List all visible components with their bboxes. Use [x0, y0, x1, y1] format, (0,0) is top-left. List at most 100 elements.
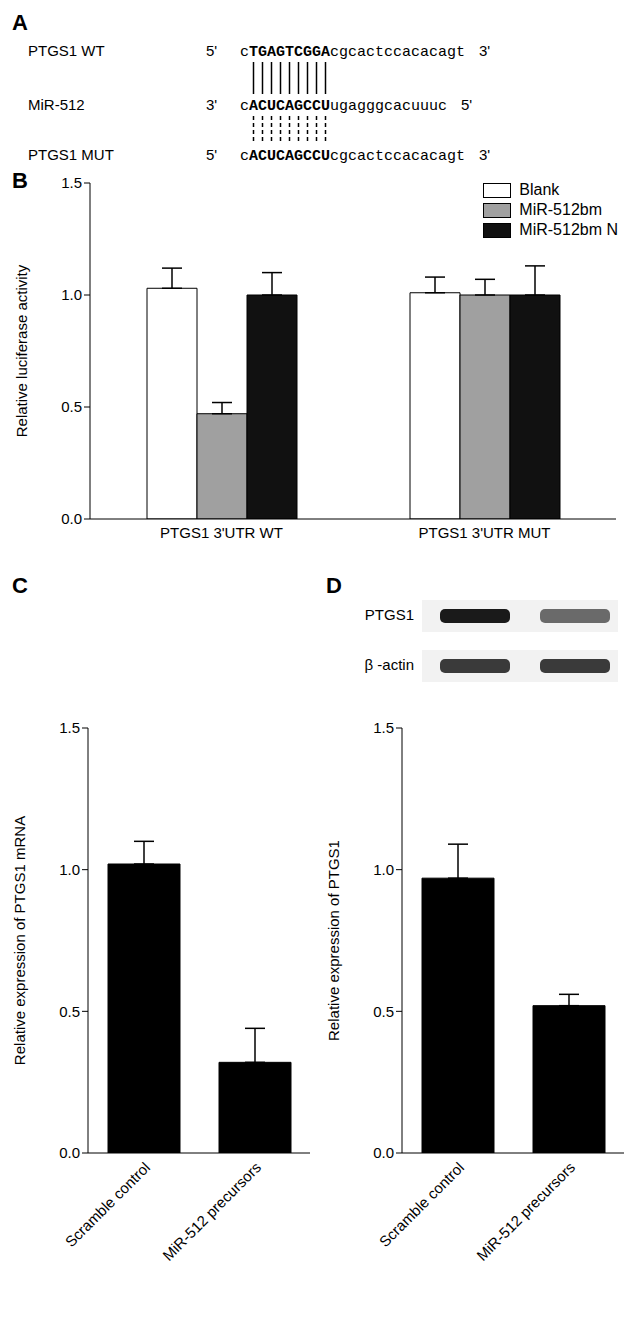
svg-text:PTGS1 3'UTR WT: PTGS1 3'UTR WT — [160, 524, 283, 541]
svg-text:U: U — [321, 148, 330, 165]
svg-text:1.5: 1.5 — [61, 174, 82, 191]
svg-text:1.0: 1.0 — [61, 286, 82, 303]
svg-text:c: c — [348, 148, 357, 165]
svg-text:0.0: 0.0 — [59, 1144, 80, 1161]
svg-text:T: T — [249, 44, 258, 61]
svg-text:C: C — [294, 44, 303, 61]
svg-text:1.5: 1.5 — [373, 719, 394, 736]
svg-text:0.5: 0.5 — [61, 398, 82, 415]
svg-text:PTGS1: PTGS1 — [365, 606, 414, 623]
svg-text:A: A — [267, 44, 276, 61]
svg-text:a: a — [402, 44, 411, 61]
svg-text:PTGS1 WT: PTGS1 WT — [28, 42, 105, 59]
svg-text:c: c — [330, 148, 339, 165]
svg-text:A: A — [285, 148, 294, 165]
svg-text:u: u — [411, 98, 420, 115]
svg-text:c: c — [393, 44, 402, 61]
svg-text:c: c — [393, 148, 402, 165]
svg-text:c: c — [429, 148, 438, 165]
svg-text:MiR-512: MiR-512 — [28, 96, 85, 113]
svg-text:c: c — [384, 44, 393, 61]
svg-text:0.5: 0.5 — [373, 1003, 394, 1020]
svg-text:t: t — [456, 44, 465, 61]
svg-text:A: A — [12, 10, 28, 35]
svg-text:c: c — [411, 148, 420, 165]
svg-text:c: c — [240, 44, 249, 61]
svg-text:g: g — [339, 98, 348, 115]
svg-text:MiR-512 precursors: MiR-512 precursors — [473, 1159, 578, 1264]
svg-text:A: A — [249, 148, 258, 165]
svg-text:G: G — [294, 98, 303, 115]
svg-text:C: C — [258, 98, 267, 115]
svg-text:G: G — [312, 44, 321, 61]
svg-text:C: C — [258, 148, 267, 165]
svg-text:c: c — [438, 98, 447, 115]
svg-text:c: c — [366, 148, 375, 165]
svg-text:MiR-512 precursors: MiR-512 precursors — [159, 1159, 264, 1264]
svg-text:c: c — [411, 44, 420, 61]
svg-text:Relative expression of PTGS1 m: Relative expression of PTGS1 mRNA — [11, 816, 28, 1065]
svg-text:1.5: 1.5 — [59, 719, 80, 736]
svg-text:u: u — [330, 98, 339, 115]
svg-text:5': 5' — [206, 42, 217, 59]
svg-text:PTGS1 3'UTR MUT: PTGS1 3'UTR MUT — [418, 524, 550, 541]
svg-text:a: a — [420, 44, 429, 61]
svg-text:t: t — [375, 44, 384, 61]
svg-text:c: c — [402, 98, 411, 115]
svg-text:g: g — [366, 98, 375, 115]
svg-text:Relative luciferase activity: Relative luciferase activity — [13, 264, 30, 437]
svg-text:a: a — [438, 148, 447, 165]
svg-text:Relative expression of PTGS1: Relative expression of PTGS1 — [325, 840, 342, 1041]
svg-text:c: c — [240, 98, 249, 115]
svg-text:A: A — [285, 98, 294, 115]
svg-text:a: a — [357, 148, 366, 165]
svg-text:g: g — [357, 98, 366, 115]
svg-text:1.0: 1.0 — [59, 861, 80, 878]
svg-text:G: G — [294, 148, 303, 165]
svg-text:t: t — [456, 148, 465, 165]
svg-text:3': 3' — [479, 42, 490, 59]
svg-text:C: C — [276, 98, 285, 115]
svg-text:G: G — [276, 44, 285, 61]
svg-text:C: C — [312, 98, 321, 115]
svg-text:c: c — [366, 44, 375, 61]
svg-text:U: U — [321, 98, 330, 115]
svg-text:5': 5' — [461, 96, 472, 113]
svg-text:c: c — [348, 44, 357, 61]
svg-text:g: g — [375, 98, 384, 115]
svg-text:c: c — [384, 98, 393, 115]
svg-text:G: G — [258, 44, 267, 61]
svg-text:u: u — [420, 98, 429, 115]
svg-text:C: C — [276, 148, 285, 165]
svg-text:C: C — [303, 98, 312, 115]
svg-text:0.5: 0.5 — [59, 1003, 80, 1020]
svg-text:c: c — [429, 44, 438, 61]
svg-text:5': 5' — [206, 146, 217, 163]
svg-text:u: u — [429, 98, 438, 115]
svg-text:C: C — [312, 148, 321, 165]
svg-text:T: T — [285, 44, 294, 61]
svg-text:Scramble control: Scramble control — [62, 1159, 154, 1251]
svg-text:g: g — [339, 44, 348, 61]
svg-text:a: a — [402, 148, 411, 165]
svg-text:G: G — [303, 44, 312, 61]
svg-text:U: U — [267, 98, 276, 115]
svg-text:PTGS1 MUT: PTGS1 MUT — [28, 146, 114, 163]
svg-text:c: c — [384, 148, 393, 165]
svg-text:g: g — [447, 148, 456, 165]
svg-text:Scramble control: Scramble control — [376, 1159, 468, 1251]
svg-text:A: A — [249, 98, 258, 115]
svg-text:3': 3' — [479, 146, 490, 163]
svg-text:3': 3' — [206, 96, 217, 113]
svg-text:β -actin: β -actin — [365, 656, 414, 673]
svg-text:U: U — [267, 148, 276, 165]
svg-text:C: C — [303, 148, 312, 165]
svg-text:a: a — [348, 98, 357, 115]
svg-text:a: a — [393, 98, 402, 115]
svg-text:a: a — [357, 44, 366, 61]
svg-text:c: c — [240, 148, 249, 165]
svg-text:a: a — [420, 148, 429, 165]
svg-text:A: A — [321, 44, 330, 61]
svg-text:0.0: 0.0 — [61, 510, 82, 527]
svg-text:a: a — [438, 44, 447, 61]
